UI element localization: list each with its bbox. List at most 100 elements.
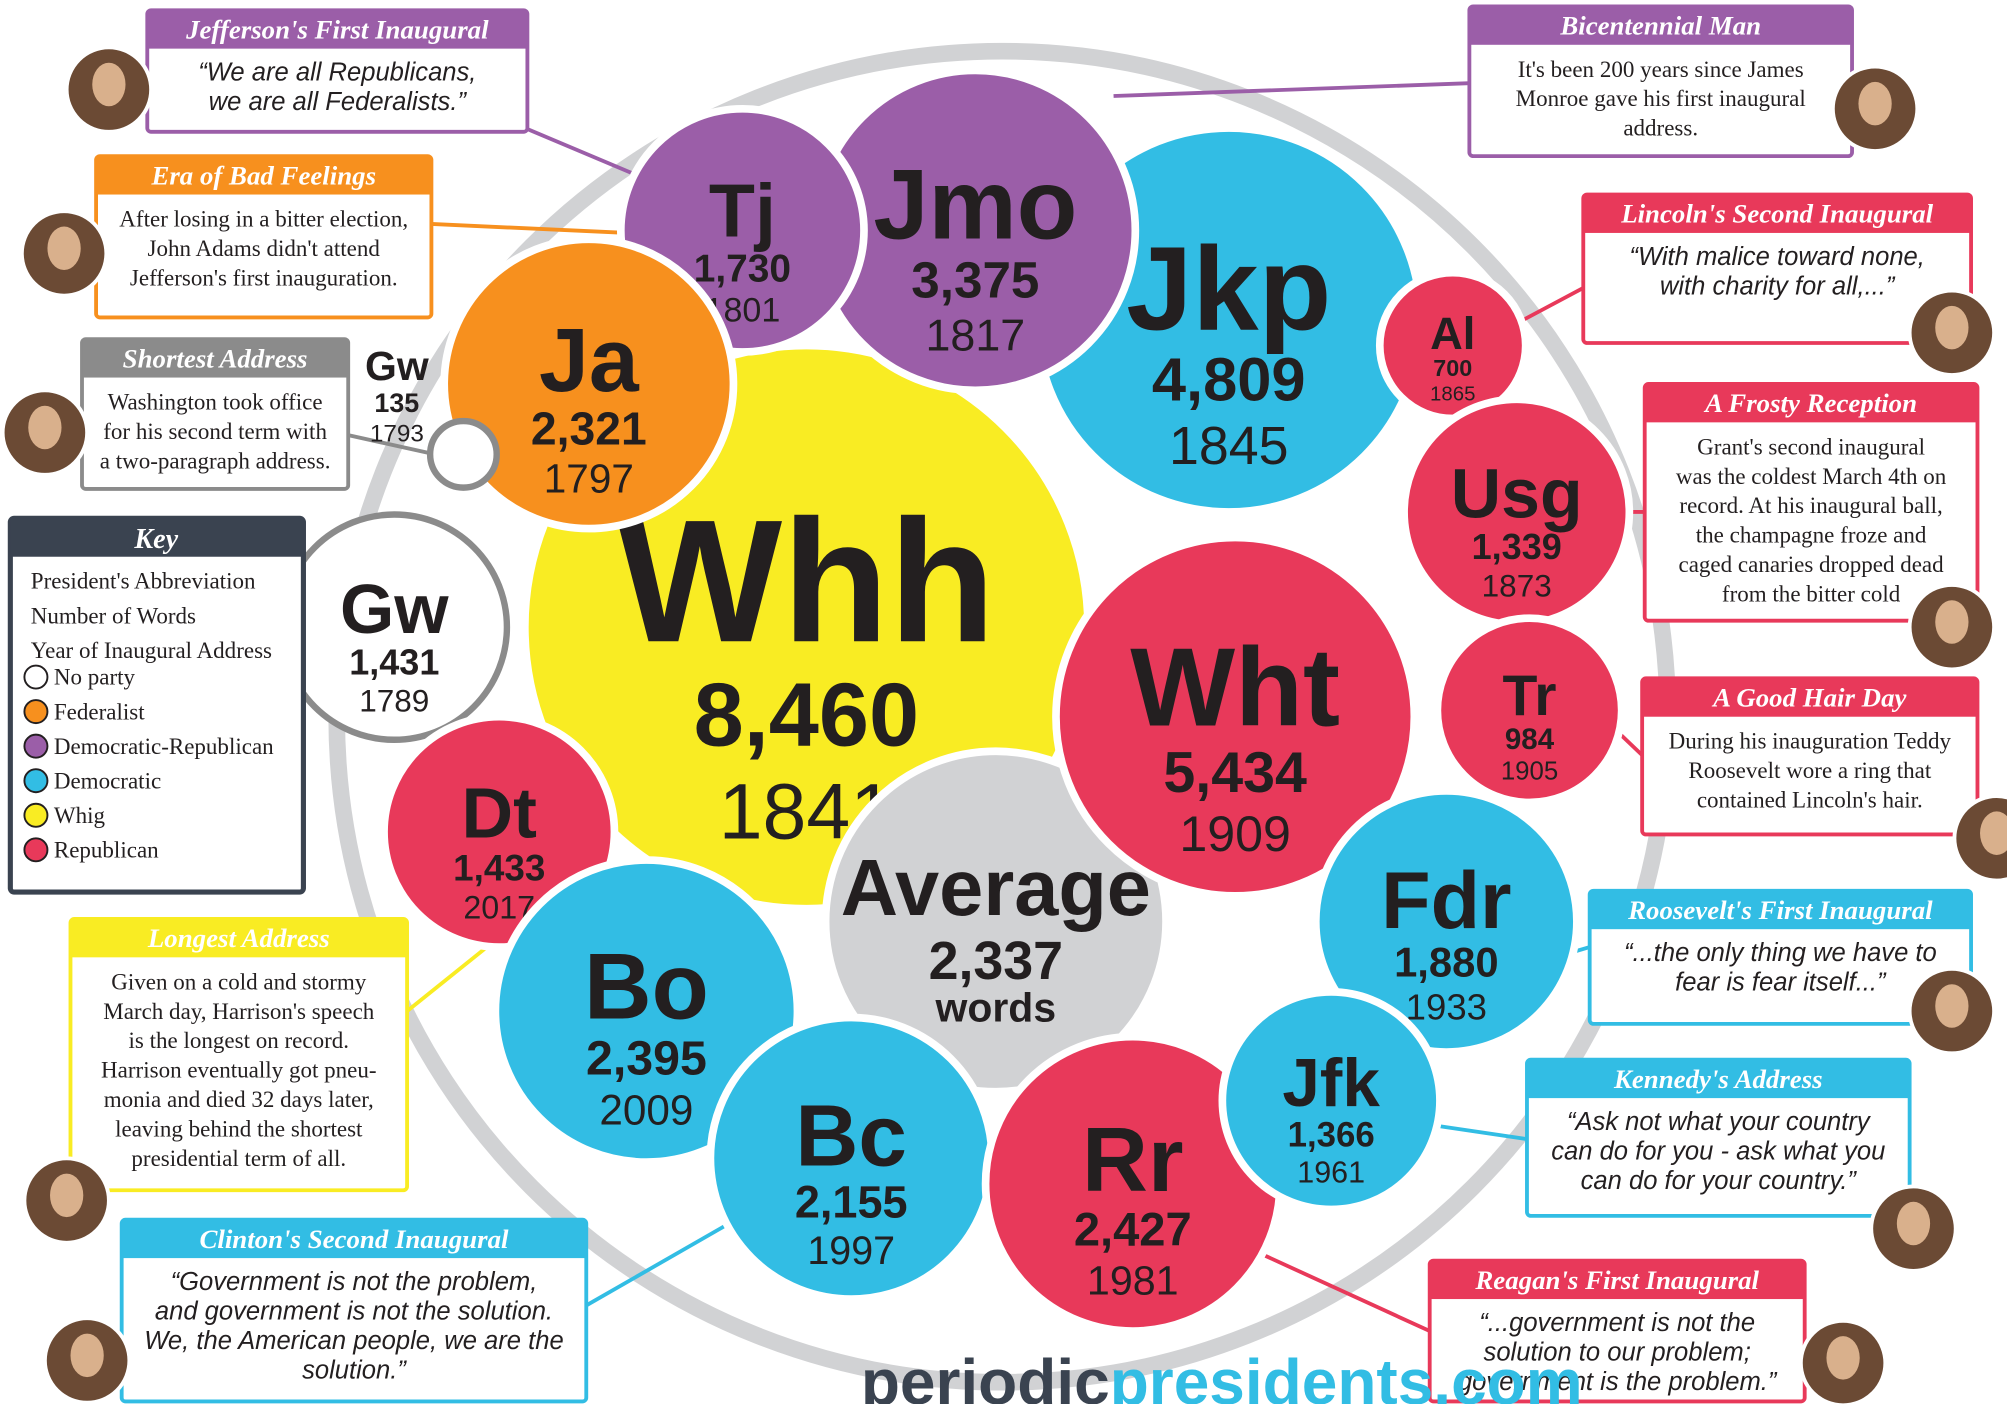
bubble-year: 1873 [1482, 567, 1552, 603]
bubble-words: 1,431 [349, 641, 439, 682]
callout-text: March day, Harrison's speech [103, 998, 375, 1024]
bubble-words: 5,434 [1163, 741, 1307, 805]
callout-text: can do for you - ask what you [1551, 1138, 1885, 1166]
portrait-face [1935, 306, 1968, 350]
key-swatch [24, 735, 47, 758]
key-row: Number of Words [31, 602, 196, 628]
bubble-abbr: Jfk [1282, 1046, 1380, 1121]
key-party: Federalist [54, 698, 145, 724]
bubble-abbr: Gw [365, 343, 429, 389]
portrait-face [70, 1334, 103, 1378]
portrait-face [28, 406, 61, 450]
callout-text: address. [1623, 115, 1698, 141]
bubble-abbr: Gw [340, 570, 449, 648]
callout-text: solution.” [302, 1356, 407, 1384]
bubble-words: 1,880 [1394, 938, 1499, 985]
portrait-face [1897, 1202, 1930, 1246]
connector [525, 128, 647, 179]
callout-title: Roosevelt's First Inaugural [1627, 895, 1933, 925]
callout-text: Washington took office [108, 389, 323, 415]
bubble-abbr: Al [1430, 308, 1475, 359]
key-party: No party [54, 664, 136, 690]
bubble-words: 1,366 [1288, 1115, 1375, 1154]
bubble-year: 1865 [1430, 383, 1475, 405]
callout-text: is the longest on record. [129, 1027, 350, 1053]
bubble-abbr: Dt [462, 774, 537, 854]
average-unit: words [935, 984, 1057, 1030]
bubble-words: 2,155 [795, 1176, 908, 1227]
bubble [430, 421, 497, 488]
callout-text: Given on a cold and stormy [111, 968, 367, 994]
bubble-abbr: Ja [539, 311, 640, 411]
callout-text: fear is fear itself...” [1675, 969, 1887, 997]
bubble-abbr: Bo [584, 934, 709, 1039]
callout-title: Jefferson's First Inaugural [185, 14, 489, 44]
bubble-abbr: Jmo [873, 149, 1077, 260]
average-label: Average [841, 843, 1151, 932]
connector [1114, 83, 1470, 96]
key-party: Democratic [54, 767, 161, 793]
bubble-abbr: Jkp [1126, 223, 1331, 356]
bubble-year: 1933 [1406, 986, 1487, 1027]
callout-title: Lincoln's Second Inaugural [1620, 199, 1933, 229]
bubble-abbr: Fdr [1381, 856, 1511, 946]
bubble-year: 1905 [1501, 757, 1558, 785]
bubble-words: 2,321 [531, 403, 647, 455]
bubble-year: 1789 [359, 683, 429, 719]
callout-text: Roosevelt wore a ring that [1688, 757, 1931, 783]
bubble-year: 1845 [1169, 416, 1289, 476]
callout-text: leaving behind the shortest [115, 1116, 363, 1142]
callout-text: We, the American people, we are the [144, 1327, 563, 1355]
portrait-face [50, 1174, 83, 1218]
key-swatch [24, 804, 47, 827]
callout-text: “...government is not the [1479, 1309, 1755, 1337]
callout-text: After losing in a bitter election, [119, 206, 408, 232]
bubble-abbr: Tj [709, 168, 776, 252]
callout-text: monia and died 32 days later, [104, 1086, 374, 1112]
callout-text: can do for your country.” [1581, 1167, 1858, 1195]
callout-text: we are all Federalists.” [209, 88, 468, 116]
bubble-year: 1981 [1087, 1257, 1179, 1303]
callout-title: Bicentennial Man [1559, 11, 1761, 41]
callout-text: John Adams didn't attend [148, 235, 381, 261]
bubble-words: 1,730 [694, 247, 791, 290]
bubble-abbr: Tr [1503, 664, 1557, 728]
key-party: Democratic-Republican [54, 733, 274, 759]
callout-title: Kennedy's Address [1613, 1064, 1823, 1094]
bubble-abbr: Whh [617, 483, 995, 678]
callout-text: Jefferson's first inauguration. [130, 264, 398, 290]
callout-text: was the coldest March 4th on [1676, 463, 1947, 489]
callout-text: presidential term of all. [131, 1145, 346, 1171]
portrait-face [1935, 984, 1968, 1028]
callout-text: It's been 200 years since James [1518, 56, 1804, 82]
callout-text: record. At his inaugural ball, [1679, 492, 1942, 518]
callout-title: Longest Address [147, 923, 330, 953]
callout-text: with charity for all,...” [1660, 272, 1896, 300]
key-swatch [24, 838, 47, 861]
callout-text: contained Lincoln's hair. [1697, 787, 1923, 813]
callout-text: “...the only thing we have to [1624, 939, 1937, 967]
callout-text: Grant's second inaugural [1697, 433, 1925, 459]
callout-text: During his inauguration Teddy [1669, 728, 1952, 754]
portrait-face [1858, 82, 1891, 126]
bubble-words: 984 [1505, 723, 1555, 756]
callout-text: and government is not the solution. [155, 1298, 553, 1326]
bubble-abbr: Wht [1130, 625, 1340, 750]
callout-text: the champagne froze and [1696, 522, 1927, 548]
callout-text: a two-paragraph address. [100, 447, 331, 473]
bubble-year: 1997 [807, 1229, 895, 1273]
bubble-abbr: Rr [1082, 1109, 1183, 1211]
key-swatch [24, 666, 47, 689]
key-swatch [24, 769, 47, 792]
bubble-words: 2,395 [586, 1032, 707, 1086]
callout-title: Clinton's Second Inaugural [199, 1224, 509, 1254]
callout-text: “With malice toward none, [1629, 243, 1924, 271]
bubble-year: 1793 [370, 421, 424, 448]
key-row: President's Abbreviation [31, 568, 256, 594]
bubble-year: 1797 [544, 455, 634, 501]
callout-text: from the bitter cold [1722, 581, 1901, 607]
callout-text: “Government is not the problem, [171, 1268, 538, 1296]
bubble-abbr: Usg [1451, 455, 1583, 533]
bubble-year: 1961 [1297, 1155, 1365, 1189]
callout-text: for his second term with [103, 418, 327, 444]
